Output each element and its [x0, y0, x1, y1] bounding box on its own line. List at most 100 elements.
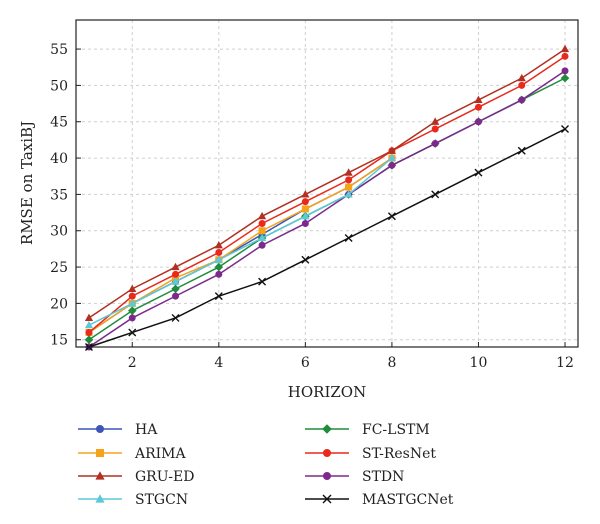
x-tick-label: 8	[387, 355, 396, 371]
plot-frame	[75, 19, 579, 348]
legend-item: MASTGCNet	[305, 492, 454, 508]
data-point	[257, 233, 267, 242]
legend-label: FC-LSTM	[362, 422, 430, 438]
data-point	[301, 205, 309, 213]
data-point	[215, 249, 223, 257]
data-point	[214, 262, 224, 272]
data-point	[84, 313, 94, 322]
data-point	[301, 198, 309, 206]
data-point	[431, 140, 439, 148]
legend-label: HA	[135, 422, 158, 438]
legend-label: GRU-ED	[135, 469, 194, 485]
legend-label: MASTGCNet	[362, 492, 454, 508]
data-point	[171, 277, 180, 285]
legend-marker	[96, 449, 104, 457]
data-point	[214, 292, 223, 301]
data-point	[258, 227, 266, 235]
data-point	[301, 211, 310, 220]
series-gru-ed	[84, 44, 570, 322]
legend-item: FC-LSTM	[305, 422, 430, 438]
data-point	[257, 211, 267, 220]
series-line	[88, 70, 566, 348]
x-tick-label: 10	[470, 355, 488, 371]
data-point	[474, 118, 482, 126]
data-point	[431, 117, 440, 125]
data-point	[431, 190, 440, 199]
data-point	[344, 234, 353, 242]
data-point	[171, 313, 180, 322]
data-point	[344, 190, 353, 198]
y-tick-label: 20	[50, 296, 68, 312]
data-point	[128, 284, 137, 292]
data-point	[560, 44, 570, 53]
y-axis-title: RMSE on TaxiBJ	[18, 121, 36, 245]
legend-label: ARIMA	[134, 446, 187, 462]
y-ticks: 15 20 25 30 35 40 45 50 55	[50, 42, 81, 349]
data-point	[258, 277, 267, 286]
data-point	[171, 284, 180, 294]
x-tick-label: 12	[556, 355, 574, 371]
y-tick-label: 55	[50, 42, 68, 58]
data-point	[387, 146, 397, 154]
y-tick-label: 50	[50, 78, 68, 94]
data-point	[474, 95, 483, 104]
series-mastgcnet	[84, 125, 570, 351]
x-axis-title: HORIZON	[288, 383, 366, 401]
data-point	[301, 190, 310, 198]
legend-marker	[322, 424, 332, 434]
data-point	[474, 168, 483, 177]
legend-marker	[96, 425, 104, 433]
series-layer	[84, 44, 570, 351]
data-point	[474, 103, 482, 111]
x-ticks: 2 4 6 8 10 12	[128, 342, 574, 371]
data-point	[127, 306, 137, 315]
legend-item: STGCN	[78, 492, 188, 508]
data-point	[345, 176, 353, 184]
series-line	[88, 128, 566, 348]
legend: HA FC-LSTM ARIMA ST-ResNet GRU-ED STDN STGCN MA…	[78, 422, 454, 508]
legend-label: STGCN	[135, 492, 188, 508]
data-point	[560, 73, 570, 83]
data-point	[517, 73, 526, 82]
data-point	[345, 183, 353, 191]
data-point	[128, 292, 136, 300]
data-point	[215, 270, 223, 278]
data-point	[561, 67, 569, 75]
data-point	[85, 328, 93, 336]
series-line	[88, 157, 393, 326]
legend-item: GRU-ED	[78, 469, 194, 485]
data-point	[172, 270, 180, 278]
data-point	[258, 219, 266, 227]
legend-item: STDN	[305, 469, 404, 485]
y-tick-label: 30	[50, 224, 68, 240]
legend-label: ST-ResNet	[362, 446, 436, 462]
x-tick-label: 6	[301, 355, 310, 371]
data-point	[214, 255, 223, 263]
data-point	[301, 255, 310, 264]
x-tick-label: 4	[214, 355, 223, 371]
series-stgcn	[84, 153, 397, 329]
data-point	[128, 328, 137, 337]
data-point	[517, 146, 526, 155]
legend-marker	[95, 471, 105, 480]
data-point	[84, 335, 94, 345]
data-point	[431, 125, 439, 133]
series-stdn	[85, 67, 569, 351]
data-point	[561, 52, 569, 60]
legend-marker	[322, 494, 332, 504]
y-tick-label: 25	[50, 260, 68, 276]
data-point	[518, 81, 526, 89]
y-tick-label: 15	[50, 333, 68, 349]
data-point	[301, 219, 309, 227]
data-point	[84, 320, 94, 329]
data-point	[128, 299, 137, 307]
legend-marker	[95, 494, 105, 503]
y-tick-label: 45	[50, 115, 68, 131]
x-tick-label: 2	[128, 355, 137, 371]
data-point	[518, 96, 526, 104]
data-point	[258, 241, 266, 249]
series-line	[88, 48, 566, 319]
data-point	[171, 262, 180, 271]
data-point	[128, 314, 136, 322]
